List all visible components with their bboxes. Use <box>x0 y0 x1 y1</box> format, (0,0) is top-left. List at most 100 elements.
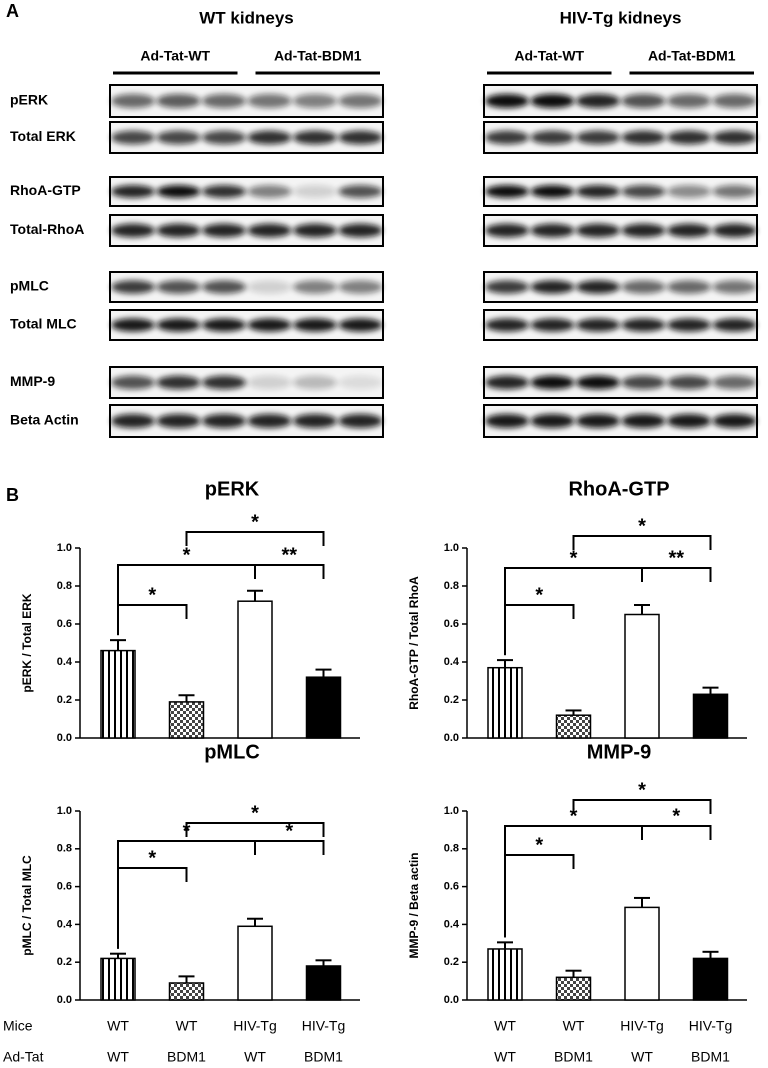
blot-band <box>621 130 666 145</box>
blot-band <box>111 93 155 109</box>
significance-bracket <box>504 854 575 938</box>
group-title: WT kidneys <box>199 8 293 27</box>
condition-label: Ad-Tat-BDM1 <box>274 48 362 64</box>
blot-band <box>712 130 757 145</box>
blot-band <box>156 375 201 390</box>
blot-band <box>667 375 711 390</box>
bar <box>237 925 273 1001</box>
row-label: pMLC <box>10 278 49 294</box>
blot-band <box>621 280 666 294</box>
blot-band <box>621 185 666 198</box>
blot-band <box>293 413 337 429</box>
significance-bracket <box>504 604 575 656</box>
row-label: MMP-9 <box>10 373 55 389</box>
bar <box>305 676 342 739</box>
blot-band <box>667 223 711 238</box>
x-category-label: WT <box>176 1018 198 1034</box>
blot-band <box>202 223 246 238</box>
blot-box <box>109 404 384 438</box>
x-category-label: BDM1 <box>554 1049 593 1065</box>
blot-box <box>483 309 758 341</box>
blot-band <box>576 93 620 109</box>
x-category-label: WT <box>244 1049 266 1065</box>
x-category-label: HIV-Tg <box>233 1018 277 1034</box>
bar <box>555 976 592 1001</box>
blot-band <box>111 375 155 390</box>
blot-band <box>293 130 337 145</box>
blot-band <box>156 280 201 294</box>
blot-box <box>483 84 758 118</box>
y-axis-label: MMP-9 / Beta actin <box>407 852 421 958</box>
x-category-label: WT <box>563 1018 585 1034</box>
blot-band <box>156 318 201 332</box>
blot-band <box>202 93 246 109</box>
blot-band <box>712 318 757 332</box>
blot-band <box>712 223 757 238</box>
blot-band <box>156 130 201 145</box>
significance-label: * <box>535 834 543 856</box>
panel-label: A <box>6 1 19 21</box>
significance-label: * <box>638 779 646 801</box>
blot-band <box>667 413 711 429</box>
blot-band <box>530 130 575 145</box>
significance-bracket <box>572 535 712 550</box>
row-label: Total MLC <box>10 316 77 332</box>
y-tick-label: 0.0 <box>444 732 459 744</box>
bar <box>305 965 342 1001</box>
significance-bracket <box>254 564 325 579</box>
blot-band <box>247 413 292 429</box>
blot-band <box>338 223 383 238</box>
significance-label: * <box>183 544 191 566</box>
blot-band <box>202 413 246 429</box>
blot-band <box>485 375 529 390</box>
y-tick-label: 0.4 <box>444 656 460 668</box>
significance-label: * <box>672 805 680 827</box>
blot-band <box>485 223 529 238</box>
y-tick-label: 0.6 <box>57 618 72 630</box>
blot-band <box>202 130 246 145</box>
y-tick-label: 1.0 <box>57 805 72 817</box>
y-tick-label: 0.0 <box>57 994 72 1006</box>
blot-band <box>712 375 757 390</box>
x-category-label: WT <box>107 1018 129 1034</box>
blot-box <box>109 271 384 303</box>
blot-box <box>483 366 758 399</box>
chart-title: MMP-9 <box>587 741 651 763</box>
x-category-label: HIV-Tg <box>689 1018 733 1034</box>
y-axis-label: pMLC / Total MLC <box>20 855 34 956</box>
blot-band <box>293 93 337 109</box>
blot-band <box>530 280 575 294</box>
blot-band <box>247 130 292 145</box>
panel-label: B <box>6 485 19 505</box>
bar <box>487 948 523 1001</box>
condition-label: Ad-Tat-WT <box>140 48 210 64</box>
y-tick-label: 1.0 <box>444 805 459 817</box>
bar <box>692 957 729 1001</box>
y-tick-label: 1.0 <box>57 542 72 554</box>
blot-band <box>530 223 575 238</box>
blot-band <box>202 375 246 390</box>
blot-box <box>483 176 758 207</box>
bar <box>100 649 136 739</box>
blot-band <box>621 375 666 390</box>
blot-band <box>111 318 155 332</box>
blot-band <box>247 375 292 390</box>
blot-band <box>293 185 337 198</box>
y-tick-label: 0.4 <box>57 656 73 668</box>
x-category-label: WT <box>107 1049 129 1065</box>
bar <box>237 600 273 739</box>
blot-band <box>576 130 620 145</box>
y-tick-label: 0.2 <box>57 694 72 706</box>
x-category-label: BDM1 <box>304 1049 343 1065</box>
bar <box>100 957 136 1001</box>
blot-band <box>576 375 620 390</box>
blot-band <box>667 93 711 109</box>
y-tick-label: 0.0 <box>57 732 72 744</box>
y-tick-label: 0.4 <box>57 918 73 930</box>
blot-band <box>247 185 292 198</box>
blot-band <box>621 223 666 238</box>
blot-band <box>202 318 246 332</box>
blot-band <box>485 413 529 429</box>
significance-bracket <box>641 567 712 582</box>
